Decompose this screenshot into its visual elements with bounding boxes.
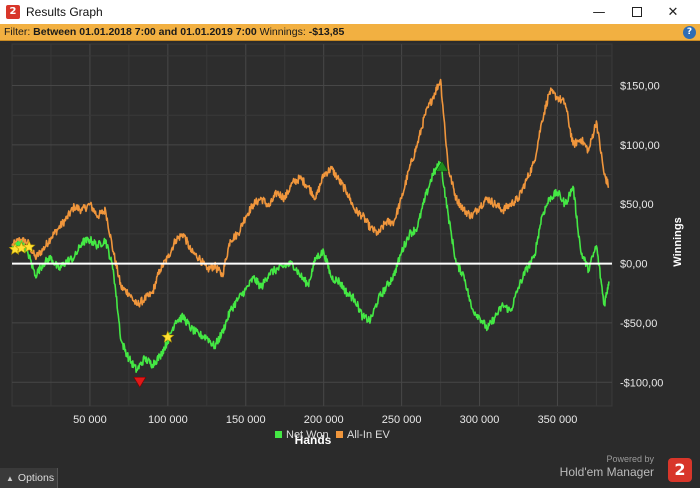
x-tick-label: 250 000 — [382, 414, 422, 426]
chart-legend: Net Won All-In EV — [275, 429, 390, 441]
minimize-button[interactable]: — — [592, 4, 606, 20]
window-title: Results Graph — [26, 5, 103, 19]
y-tick-label: -$50,00 — [620, 318, 657, 330]
y-tick-label: $100,00 — [620, 140, 660, 152]
x-tick-label: 150 000 — [226, 414, 266, 426]
x-tick-label: 300 000 — [460, 414, 500, 426]
y-tick-label: -$100,00 — [620, 377, 663, 389]
options-label: Options — [17, 472, 55, 484]
x-axis-label: Hands — [295, 433, 332, 447]
y-tick-label: $50,00 — [620, 199, 654, 211]
winnings-label: Winnings: — [259, 26, 306, 38]
x-tick-label: 350 000 — [538, 414, 578, 426]
x-tick-label: 200 000 — [304, 414, 344, 426]
maximize-icon — [632, 7, 642, 17]
star-marker-icon — [22, 240, 36, 253]
plot-area — [11, 43, 613, 407]
options-button[interactable]: ▲ Options — [0, 468, 58, 488]
legend-swatch — [275, 431, 282, 438]
brand-powered: Powered by — [606, 454, 654, 464]
y-tick-label: $0,00 — [620, 259, 648, 271]
y-tick-label: $150,00 — [620, 81, 660, 93]
legend-swatch — [336, 431, 343, 438]
brand-name: Hold'em Manager — [559, 465, 654, 479]
min-triangle-icon — [133, 376, 147, 388]
brand-logo-icon: 2 — [668, 458, 692, 482]
x-tick-label: 50 000 — [73, 414, 107, 426]
chart-markers — [8, 160, 449, 388]
title-bar: 2 Results Graph — ✕ — [0, 0, 700, 24]
legend-label: Net Won — [286, 429, 329, 441]
bottom-bar: ▲ Options Powered by Hold'em Manager 2 — [0, 454, 700, 488]
app-logo-icon: 2 — [6, 5, 20, 19]
max-triangle-icon — [435, 160, 449, 172]
chart-lines — [11, 78, 612, 373]
results-chart: 50 000 100 000 150 000 200 000 250 000 300 00… — [0, 42, 700, 468]
close-button[interactable]: ✕ — [667, 4, 679, 20]
filter-range: Between 01.01.2018 7:00 and 01.01.2019 7… — [33, 26, 257, 38]
winnings-value: -$13,85 — [308, 26, 345, 38]
filter-label: Filter: — [4, 26, 31, 38]
legend-label: All-In EV — [347, 429, 390, 441]
star-marker-icon — [161, 330, 175, 343]
filter-bar: Filter: Between 01.01.2018 7:00 and 01.0… — [0, 24, 700, 41]
maximize-button[interactable] — [620, 0, 654, 24]
chart-axes: 50 000 100 000 150 000 200 000 250 000 300 00… — [73, 81, 663, 426]
y-axis-label: Winnings — [672, 217, 684, 266]
chart-svg: 50 000 100 000 150 000 200 000 250 000 300 00… — [8, 43, 684, 447]
brand-block: Powered by Hold'em Manager 2 — [559, 454, 692, 488]
chart-grid — [11, 43, 613, 407]
expand-triangle-icon: ▲ — [6, 474, 14, 483]
help-icon[interactable]: ? — [683, 26, 696, 39]
x-tick-label: 100 000 — [148, 414, 188, 426]
series-line-all-in-ev — [11, 78, 610, 308]
